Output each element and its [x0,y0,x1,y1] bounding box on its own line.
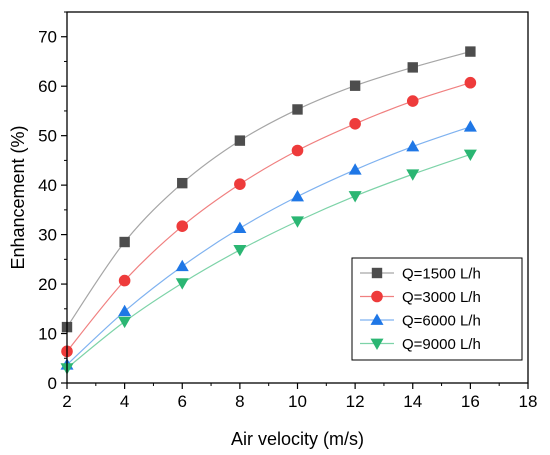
legend-label-0: Q=1500 L/h [402,266,481,283]
series-1 [61,76,477,358]
y-axis-title: Enhancement (%) [8,125,28,269]
series-2-point-5 [348,163,362,175]
series-1-point-5 [349,117,361,130]
series-2-point-2 [175,259,189,272]
series-2-point-6 [406,140,420,152]
series-3-point-1 [118,316,132,329]
x-tick-label-18: 18 [519,392,538,411]
series-3-point-5 [348,191,362,203]
x-tick-label-8: 8 [235,392,244,411]
series-layer [60,46,477,375]
y-tick-label-20: 20 [38,275,57,294]
series-0-point-5 [349,80,361,91]
series-3-point-7 [463,149,477,161]
series-1-point-4 [291,144,304,157]
y-tick-label-30: 30 [38,226,57,245]
series-0-point-4 [292,104,303,115]
series-2 [60,120,477,370]
series-3-point-4 [291,216,304,228]
series-2-point-3 [233,221,247,234]
y-tick-label-60: 60 [38,77,57,96]
x-tick-label-2: 2 [62,392,71,411]
legend: Q=1500 L/h Q=3000 L/h Q=6000 L/h Q=9000 L/h [351,257,523,361]
x-tick-label-6: 6 [178,392,187,411]
legend-marker-3 [370,338,384,350]
y-tick-label-10: 10 [38,325,57,344]
series-1-point-1 [118,274,131,287]
axes-layer: 2 4 6 8 10 12 14 16 18 0 10 20 30 40 50 60 70 [38,11,538,411]
x-tick-label-12: 12 [346,392,365,411]
y-tick-label-70: 70 [38,28,57,47]
legend-marker-2 [370,313,384,325]
series-0-point-1 [119,236,130,248]
series-3-point-6 [406,169,420,181]
series-1-point-3 [234,178,246,190]
legend-marker-1 [371,290,383,303]
y-tick-label-0: 0 [48,374,57,393]
x-tick-label-14: 14 [403,392,422,411]
series-3 [60,149,477,375]
series-1-point-6 [406,95,419,107]
y-tick-label-40: 40 [38,176,57,195]
series-0-point-3 [234,135,246,146]
legend-label-1: Q=3000 L/h [402,289,481,306]
y-tick-label-50: 50 [38,127,57,146]
series-3-point-3 [233,245,247,257]
x-tick-label-10: 10 [288,392,307,411]
series-0-point-6 [407,62,418,73]
series-2-point-4 [291,190,304,202]
legend-label-2: Q=6000 L/h [402,313,481,330]
x-tick-label-16: 16 [461,392,480,411]
x-axis-title: Air velocity (m/s) [231,429,364,449]
legend-label-3: Q=9000 L/h [402,336,481,353]
series-2-point-1 [118,304,132,317]
series-0-point-7 [465,46,476,57]
x-tick-label-4: 4 [120,392,129,411]
series-1-point-7 [464,76,477,89]
series-1-point-2 [176,220,189,232]
legend-marker-0 [371,267,383,279]
series-0-point-2 [177,177,188,189]
series-3-point-2 [175,278,189,290]
series-2-point-7 [463,120,477,132]
